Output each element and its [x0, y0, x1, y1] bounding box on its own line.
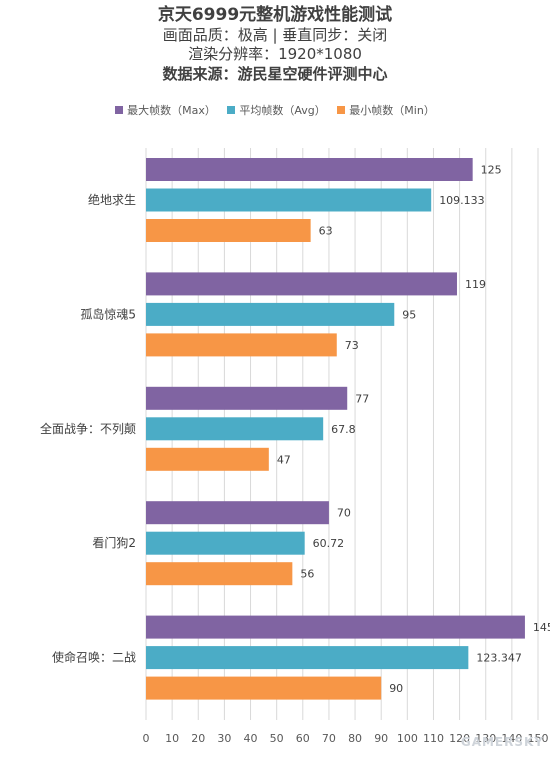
x-tick-label: 100	[397, 732, 418, 745]
bar-min	[146, 676, 382, 700]
x-tick-label: 140	[501, 732, 522, 745]
bar-max	[146, 615, 525, 639]
x-tick-label: 30	[217, 732, 231, 745]
legend-swatch-avg	[227, 106, 236, 114]
bar-max	[146, 272, 457, 296]
data-label-max: 77	[355, 392, 369, 405]
data-label-max: 125	[481, 164, 502, 177]
data-label-avg: 60.72	[313, 537, 345, 550]
x-tick-label: 10	[165, 732, 179, 745]
data-label-avg: 67.8	[331, 423, 356, 436]
data-label-max: 145	[533, 621, 550, 634]
data-label-max: 119	[465, 278, 486, 291]
chart-subtitle-1: 画面品质：极高 | 垂直同步：关闭	[162, 26, 388, 44]
data-label-min: 73	[345, 339, 359, 352]
x-tick-label: 40	[244, 732, 258, 745]
chart-source: 数据来源：游民星空硬件评测中心	[162, 65, 388, 83]
data-label-avg: 123.347	[476, 652, 521, 665]
data-label-min: 47	[277, 453, 291, 466]
legend-label-avg: 平均帧数（Avg）	[239, 104, 326, 117]
bar-avg	[146, 646, 469, 670]
legend-label-min: 最小帧数（Min）	[349, 104, 435, 117]
chart-subtitle-2: 渲染分辨率：1920*1080	[188, 45, 362, 63]
data-label-min: 90	[389, 682, 403, 695]
data-label-max: 70	[337, 507, 351, 520]
data-label-avg: 95	[402, 308, 416, 321]
data-label-avg: 109.133	[439, 194, 485, 207]
category-label: 使命召唤：二战	[52, 650, 136, 665]
x-tick-label: 90	[374, 732, 388, 745]
bar-avg	[146, 188, 432, 212]
legend-item-max: 最大帧数（Max）	[115, 102, 216, 118]
category-label: 绝地求生	[88, 192, 136, 207]
x-tick-label: 20	[191, 732, 205, 745]
category-label: 看门狗2	[92, 535, 136, 550]
data-label-min: 56	[300, 568, 314, 581]
x-tick-label: 50	[270, 732, 284, 745]
category-label: 全面战争：不列颠	[40, 421, 136, 436]
x-tick-label: 150	[528, 732, 549, 745]
x-tick-label: 130	[475, 732, 496, 745]
chart-legend: 最大帧数（Max） 平均帧数（Avg） 最小帧数（Min）	[0, 102, 550, 118]
legend-item-avg: 平均帧数（Avg）	[227, 102, 326, 118]
x-tick-label: 70	[322, 732, 336, 745]
bar-avg	[146, 417, 324, 441]
bar-max	[146, 386, 348, 410]
legend-label-max: 最大帧数（Max）	[127, 104, 216, 117]
legend-item-min: 最小帧数（Min）	[337, 102, 435, 118]
bar-min	[146, 562, 293, 586]
bar-min	[146, 447, 269, 471]
category-label: 孤岛惊魂5	[80, 306, 136, 321]
bar-min	[146, 219, 311, 242]
x-tick-label: 120	[449, 732, 470, 745]
x-tick-label: 60	[296, 732, 310, 745]
legend-swatch-min	[337, 106, 346, 114]
watermark: GAMERSKY	[460, 735, 544, 749]
legend-swatch-max	[115, 106, 124, 114]
chart-titles: 京天6999元整机游戏性能测试 画面品质：极高 | 垂直同步：关闭 渲染分辨率：…	[0, 4, 550, 84]
bar-min	[146, 333, 337, 357]
x-tick-label: 80	[348, 732, 362, 745]
x-tick-label: 110	[423, 732, 444, 745]
x-tick-label: 0	[143, 732, 150, 745]
bar-avg	[146, 531, 305, 555]
bar-max	[146, 501, 329, 525]
chart-title: 京天6999元整机游戏性能测试	[157, 5, 393, 25]
bar-max	[146, 158, 473, 181]
bar-avg	[146, 302, 395, 326]
data-label-min: 63	[319, 225, 333, 238]
